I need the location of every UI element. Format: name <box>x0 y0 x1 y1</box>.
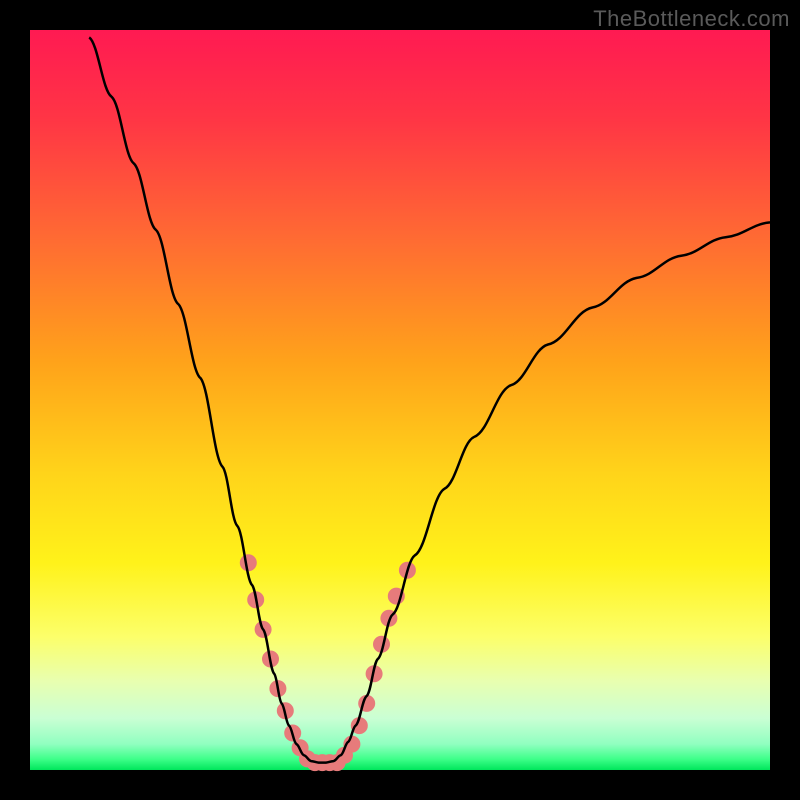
chart-container: TheBottleneck.com <box>0 0 800 800</box>
bottleneck-chart <box>0 0 800 800</box>
gradient-background <box>30 30 770 770</box>
data-marker <box>240 555 256 571</box>
watermark-text: TheBottleneck.com <box>593 6 790 32</box>
